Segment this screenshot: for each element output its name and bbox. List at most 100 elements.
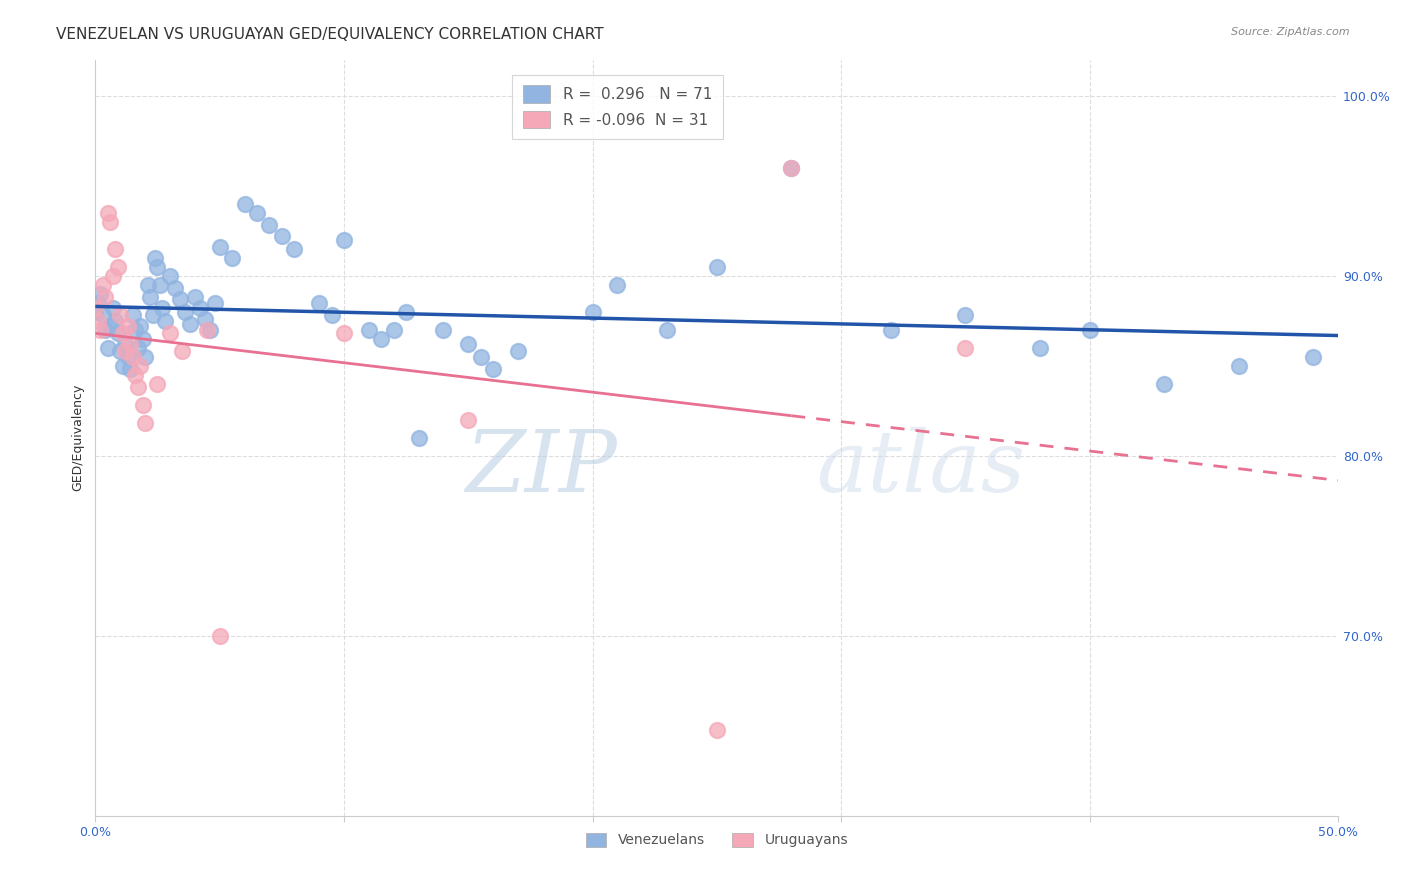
Point: [233, 196, 256, 211]
Point: [87, 314, 110, 328]
Point: [321, 309, 343, 323]
Point: [89, 286, 111, 301]
Point: [84, 301, 107, 315]
Point: [91, 309, 114, 323]
Point: [94, 323, 117, 337]
Point: [124, 323, 146, 337]
Point: [283, 242, 305, 256]
Point: [104, 242, 127, 256]
Point: [606, 277, 628, 292]
Point: [124, 368, 146, 382]
Point: [955, 341, 977, 355]
Point: [780, 161, 803, 175]
Point: [117, 319, 139, 334]
Point: [308, 295, 330, 310]
Point: [153, 314, 176, 328]
Y-axis label: GED/Equivalency: GED/Equivalency: [72, 384, 84, 491]
Point: [91, 277, 114, 292]
Point: [208, 629, 231, 643]
Point: [172, 344, 194, 359]
Point: [1302, 350, 1324, 364]
Point: [208, 240, 231, 254]
Point: [97, 341, 120, 355]
Point: [706, 723, 728, 737]
Point: [129, 319, 152, 334]
Text: Source: ZipAtlas.com: Source: ZipAtlas.com: [1232, 27, 1350, 37]
Text: VENEZUELAN VS URUGUAYAN GED/EQUIVALENCY CORRELATION CHART: VENEZUELAN VS URUGUAYAN GED/EQUIVALENCY …: [56, 27, 603, 42]
Point: [134, 350, 156, 364]
Point: [152, 301, 174, 315]
Point: [120, 362, 142, 376]
Point: [129, 359, 152, 373]
Text: atlas: atlas: [817, 426, 1025, 509]
Point: [221, 251, 243, 265]
Point: [127, 380, 149, 394]
Point: [146, 260, 169, 274]
Point: [357, 323, 380, 337]
Point: [955, 309, 977, 323]
Point: [333, 233, 356, 247]
Point: [101, 268, 124, 283]
Point: [139, 290, 162, 304]
Point: [121, 350, 143, 364]
Point: [188, 301, 211, 315]
Point: [581, 304, 603, 318]
Point: [780, 161, 803, 175]
Point: [120, 337, 142, 351]
Point: [87, 295, 110, 310]
Point: [107, 260, 129, 274]
Point: [482, 362, 505, 376]
Point: [706, 260, 728, 274]
Point: [131, 398, 153, 412]
Point: [84, 304, 107, 318]
Point: [880, 323, 903, 337]
Point: [195, 323, 218, 337]
Point: [506, 344, 529, 359]
Point: [184, 290, 207, 304]
Point: [382, 323, 405, 337]
Point: [98, 215, 121, 229]
Point: [117, 350, 139, 364]
Point: [655, 323, 678, 337]
Point: [194, 312, 217, 326]
Point: [101, 301, 124, 315]
Point: [111, 359, 134, 373]
Text: ZIP: ZIP: [465, 426, 617, 509]
Point: [198, 323, 221, 337]
Point: [108, 344, 131, 359]
Point: [470, 350, 492, 364]
Point: [98, 319, 121, 334]
Point: [104, 314, 127, 328]
Point: [370, 332, 392, 346]
Point: [89, 323, 111, 337]
Point: [114, 337, 136, 351]
Point: [107, 326, 129, 341]
Point: [1029, 341, 1052, 355]
Point: [457, 413, 479, 427]
Legend: Venezuelans, Uruguayans: Venezuelans, Uruguayans: [579, 826, 855, 855]
Point: [114, 344, 136, 359]
Point: [432, 323, 454, 337]
Point: [141, 309, 163, 323]
Point: [121, 309, 143, 323]
Point: [97, 205, 120, 219]
Point: [111, 326, 134, 341]
Point: [173, 304, 195, 318]
Point: [246, 205, 269, 219]
Point: [333, 326, 356, 341]
Point: [204, 295, 226, 310]
Point: [270, 229, 292, 244]
Point: [131, 332, 153, 346]
Point: [1227, 359, 1250, 373]
Point: [149, 277, 172, 292]
Point: [159, 326, 181, 341]
Point: [94, 290, 117, 304]
Point: [146, 376, 169, 391]
Point: [259, 219, 281, 233]
Point: [1078, 323, 1101, 337]
Point: [169, 292, 191, 306]
Point: [143, 251, 166, 265]
Point: [179, 318, 201, 332]
Point: [395, 304, 418, 318]
Point: [408, 431, 430, 445]
